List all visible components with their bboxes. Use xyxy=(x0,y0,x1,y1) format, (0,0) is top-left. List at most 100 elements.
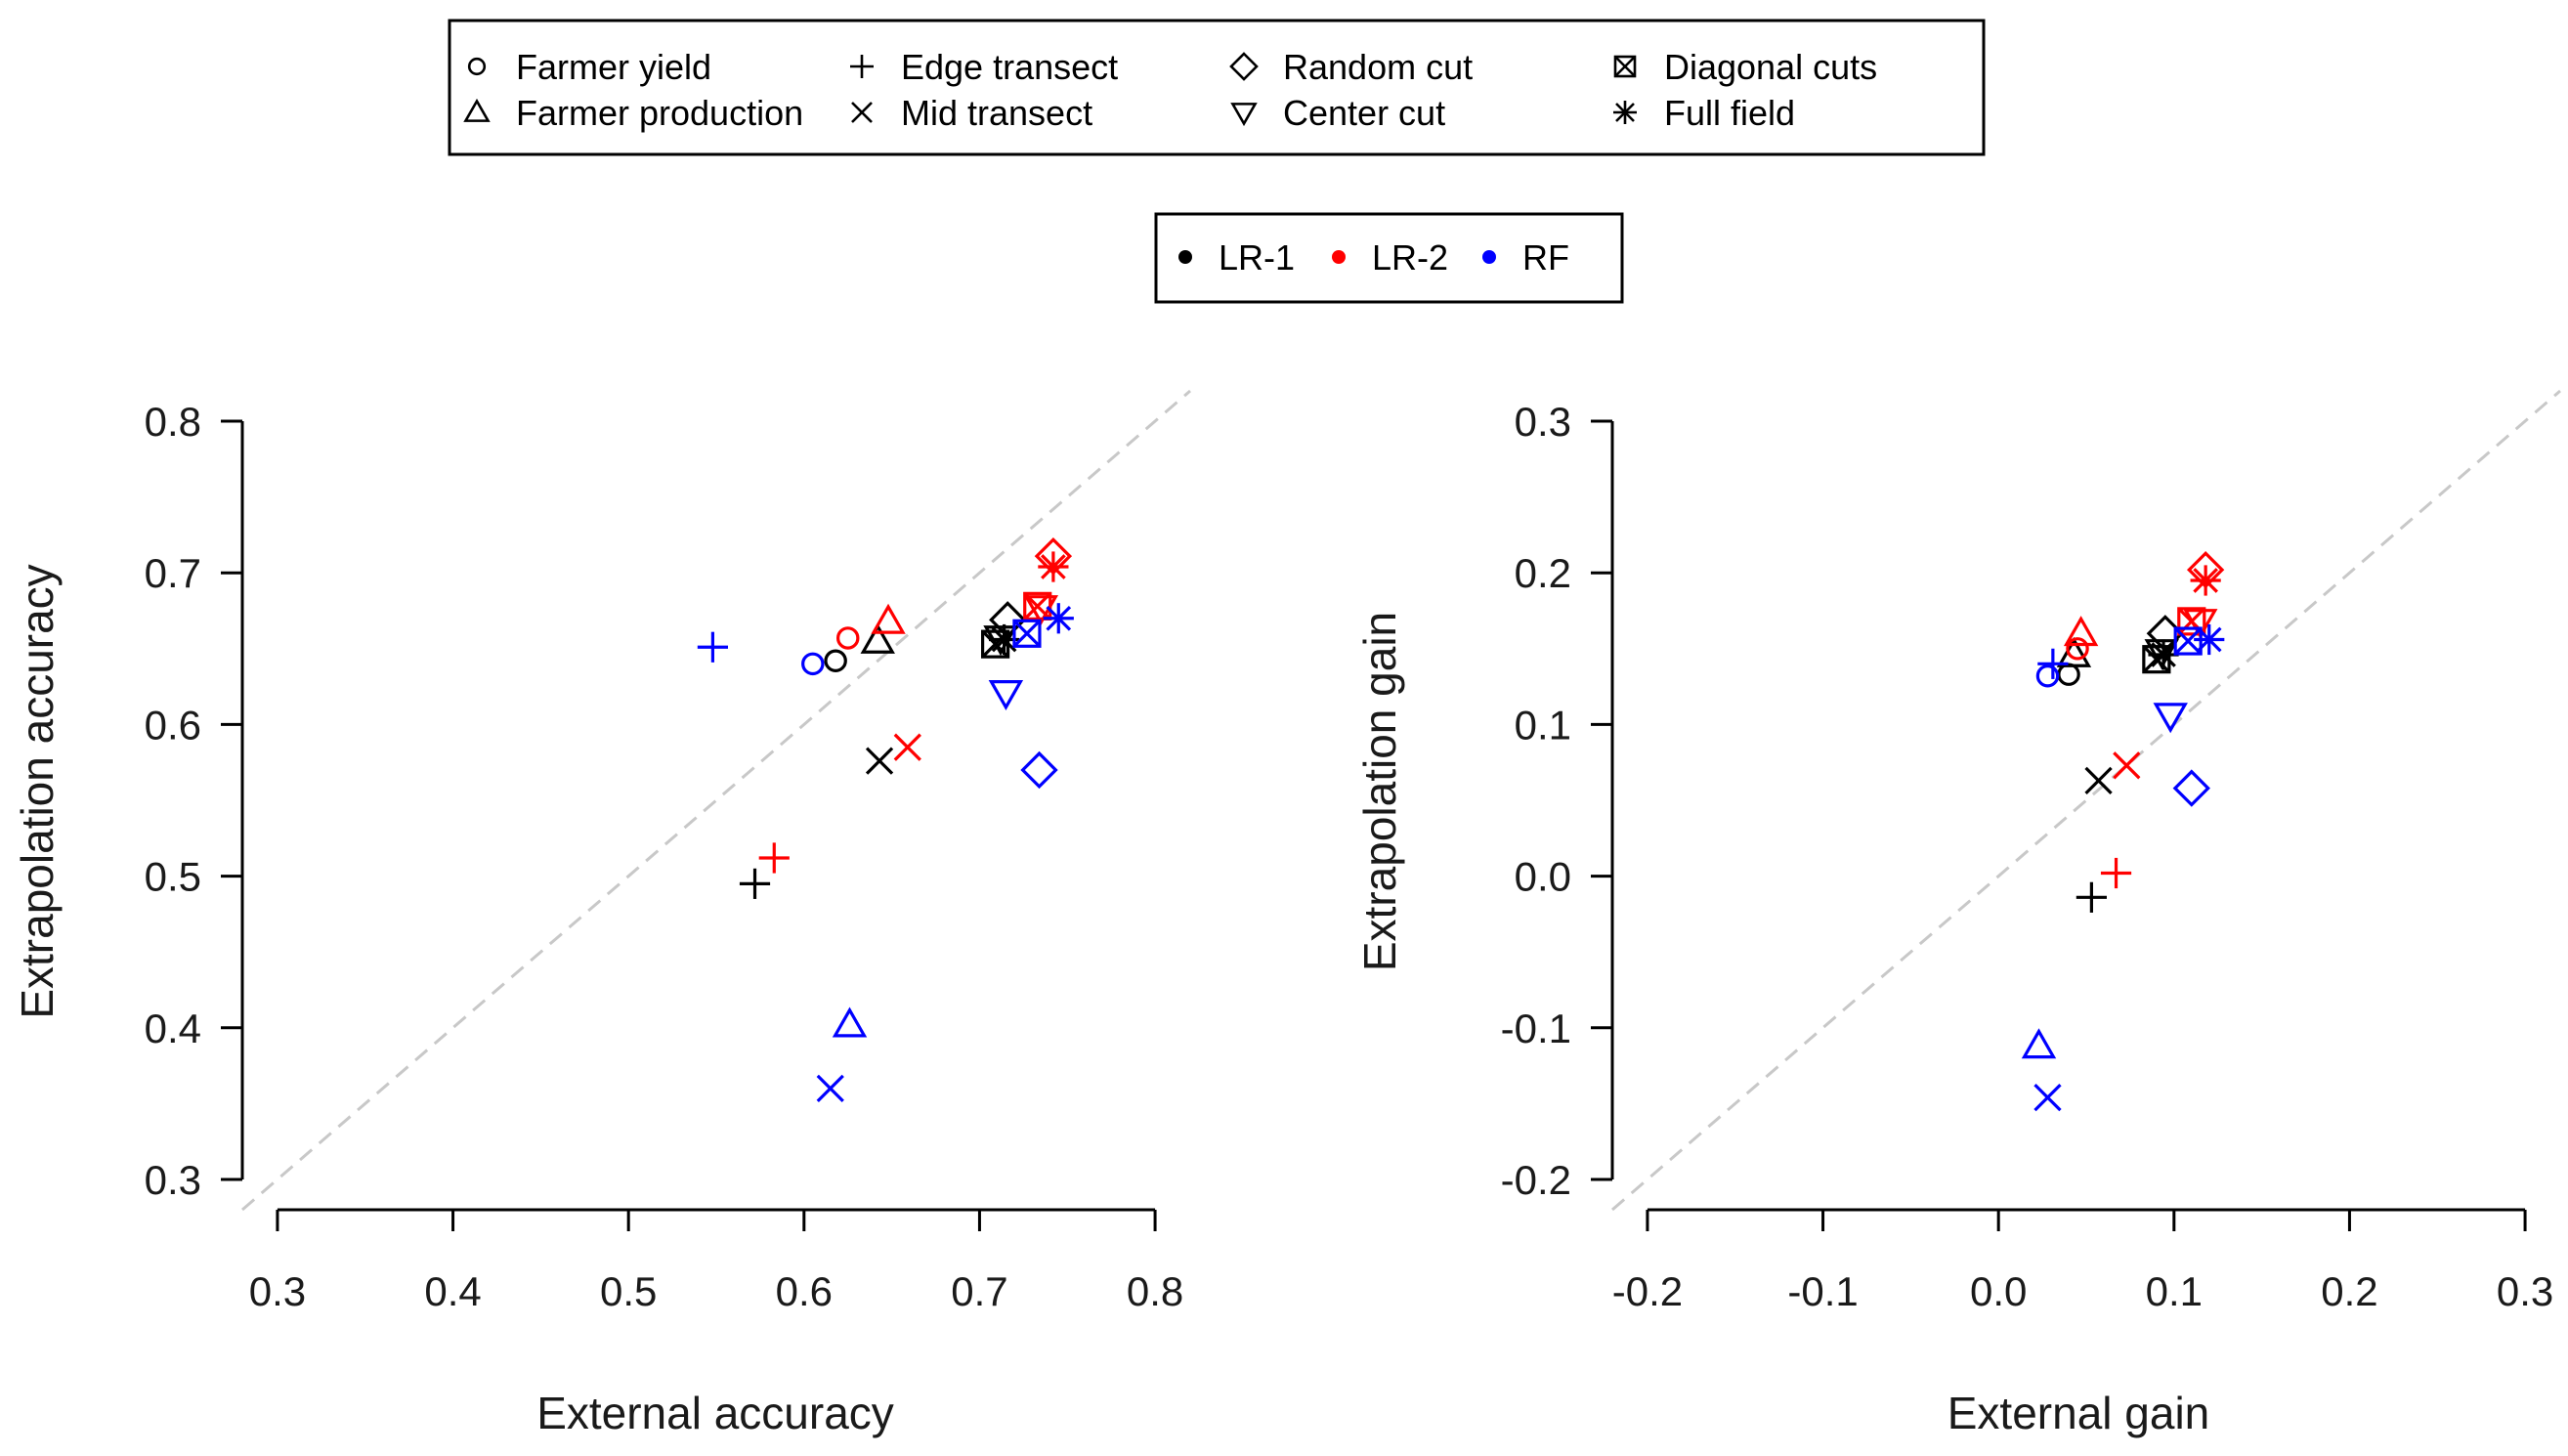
gain-y-tick-label: 0.2 xyxy=(1515,550,1571,596)
box-x-legend-marker xyxy=(1613,55,1637,78)
shape-legend-item: Random cut xyxy=(1229,47,1473,87)
model-legend-label: LR-2 xyxy=(1372,237,1448,278)
model-legend-item: LR-2 xyxy=(1332,237,1448,278)
gain-point-lr-2-circle xyxy=(2066,637,2089,661)
gain-y-tick-label: 0.3 xyxy=(1515,399,1571,445)
cross-legend-marker xyxy=(851,102,873,123)
shape-legend-box xyxy=(448,19,1986,156)
model-legend: LR-1 LR-2 RF xyxy=(1154,212,1624,304)
gain-point-lr-1-circle xyxy=(2057,663,2080,686)
shape-legend-item: Farmer yield xyxy=(467,47,711,87)
shape-legend-label: Random cut xyxy=(1283,47,1473,87)
accuracy-point-rf-plus xyxy=(697,631,729,663)
accuracy-x-tick-label: 0.8 xyxy=(1127,1268,1183,1314)
gain-y-tick-label: 0.0 xyxy=(1515,854,1571,900)
accuracy-x-tick-label: 0.3 xyxy=(249,1268,306,1314)
gain-point-lr-2-asterisk xyxy=(2190,565,2221,596)
gain-point-lr-1-plus xyxy=(2076,881,2107,913)
accuracy-points xyxy=(697,536,1074,1102)
gain-point-rf-plus xyxy=(2037,648,2069,679)
accuracy-x-tick-label: 0.4 xyxy=(424,1268,481,1314)
shape-legend-label: Edge transect xyxy=(901,47,1118,87)
gain-points xyxy=(2021,550,2225,1112)
accuracy-point-lr-1-cross xyxy=(865,747,894,775)
model-legend-dot xyxy=(1178,250,1192,264)
gain-point-lr-1-cross xyxy=(2084,766,2113,794)
model-legend-item: LR-1 xyxy=(1178,237,1295,278)
gain-x-tick-label: 0.3 xyxy=(2497,1268,2553,1314)
accuracy-point-lr-2-cross xyxy=(893,733,921,761)
circle-legend-marker xyxy=(467,57,487,76)
accuracy-point-rf-diamond xyxy=(1020,750,1058,790)
gain-y-tick-label: -0.1 xyxy=(1501,1006,1571,1051)
plus-legend-marker xyxy=(850,55,874,78)
accuracy-x-tick-label: 0.5 xyxy=(600,1268,657,1314)
shape-legend-label: Full field xyxy=(1664,93,1795,133)
shape-legend-label: Farmer production xyxy=(516,93,803,133)
shape-legend-item: Edge transect xyxy=(850,47,1118,87)
gain-x-tick-label: 0.1 xyxy=(2146,1268,2203,1314)
model-legend-label: RF xyxy=(1522,237,1569,278)
gain-x-axis-label: External gain xyxy=(1947,1388,2210,1438)
gain-point-rf-cross xyxy=(2033,1084,2062,1112)
gain-point-rf-diamond xyxy=(2172,769,2210,807)
gain-x-tick-label: -0.1 xyxy=(1787,1268,1858,1314)
model-legend-item: RF xyxy=(1482,237,1569,278)
shape-legend: Farmer yield Farmer production Edge transe… xyxy=(448,19,1986,156)
accuracy-point-lr-2-box-x xyxy=(1023,591,1052,621)
accuracy-point-rf-asterisk xyxy=(1043,603,1074,634)
accuracy-point-lr-1-plus xyxy=(739,868,771,899)
shape-legend-item: Farmer production xyxy=(463,93,803,133)
model-legend-label: LR-1 xyxy=(1219,237,1295,278)
accuracy-point-lr-2-triangle xyxy=(871,603,906,634)
shape-legend-item: Full field xyxy=(1613,93,1795,133)
gain-x-tick-label: 0.2 xyxy=(2321,1268,2377,1314)
accuracy-point-rf-box-x xyxy=(1012,619,1042,648)
gain-x-tick-label: -0.2 xyxy=(1612,1268,1683,1314)
accuracy-y-tick-label: 0.5 xyxy=(145,854,201,900)
accuracy-y-tick-label: 0.3 xyxy=(145,1157,201,1203)
accuracy-x-tick-label: 0.7 xyxy=(951,1268,1007,1314)
triangle-legend-marker xyxy=(463,98,491,122)
gain-y-tick-label: -0.2 xyxy=(1501,1157,1571,1203)
gain-point-rf-circle xyxy=(2035,664,2060,688)
accuracy-panel: 0.3 0.4 0.5 0.6 0.7 0.8 0.3 0.4 0.5 0.6 0.7 0.8 Ext… xyxy=(12,389,1191,1438)
accuracy-reference-line xyxy=(241,389,1191,1212)
accuracy-y-tick-label: 0.8 xyxy=(145,399,201,445)
shape-legend-item: Diagonal cuts xyxy=(1613,47,1877,87)
accuracy-point-lr-1-circle xyxy=(824,649,847,672)
triangle-down-legend-marker xyxy=(1230,103,1258,127)
gain-y-axis-label: Extrapolation gain xyxy=(1354,612,1405,971)
diamond-legend-marker xyxy=(1229,52,1259,81)
accuracy-point-lr-1-triangle xyxy=(860,622,895,654)
accuracy-point-rf-circle xyxy=(801,652,825,676)
gain-point-rf-triangle-down xyxy=(2153,703,2188,734)
shape-legend-item: Center cut xyxy=(1230,93,1445,133)
gain-reference-line xyxy=(1611,389,2561,1212)
shape-legend-label: Center cut xyxy=(1283,93,1445,133)
accuracy-point-lr-2-asterisk xyxy=(1038,551,1069,582)
gain-point-rf-asterisk xyxy=(2194,623,2225,656)
gain-point-lr-2-plus xyxy=(2100,857,2132,889)
gain-point-rf-triangle xyxy=(2021,1028,2057,1059)
gain-point-lr-1-asterisk xyxy=(2148,639,2179,670)
shape-legend-label: Farmer yield xyxy=(516,47,711,87)
asterisk-legend-marker xyxy=(1613,101,1637,124)
gain-point-lr-1-triangle xyxy=(2056,636,2092,667)
accuracy-x-tick-label: 0.6 xyxy=(776,1268,833,1314)
shape-legend-label: Mid transect xyxy=(901,93,1092,133)
model-legend-box xyxy=(1154,212,1624,304)
accuracy-point-lr-2-circle xyxy=(835,626,860,650)
accuracy-point-rf-triangle-down xyxy=(988,680,1024,710)
shape-legend-item: Mid transect xyxy=(851,93,1092,133)
model-legend-dot xyxy=(1482,250,1496,264)
gain-panel: -0.2 -0.1 0.0 0.1 0.2 0.3 -0.2 -0.1 0.0 0.1 0.2 0.3… xyxy=(1354,389,2561,1438)
gain-y-tick-label: 0.1 xyxy=(1515,702,1571,748)
accuracy-y-tick-label: 0.4 xyxy=(145,1006,201,1051)
accuracy-point-lr-2-plus xyxy=(758,842,790,874)
shape-legend-label: Diagonal cuts xyxy=(1664,47,1877,87)
model-legend-dot xyxy=(1332,250,1346,264)
accuracy-point-rf-cross xyxy=(816,1074,844,1102)
accuracy-y-axis-label: Extrapolation accuracy xyxy=(12,564,63,1018)
